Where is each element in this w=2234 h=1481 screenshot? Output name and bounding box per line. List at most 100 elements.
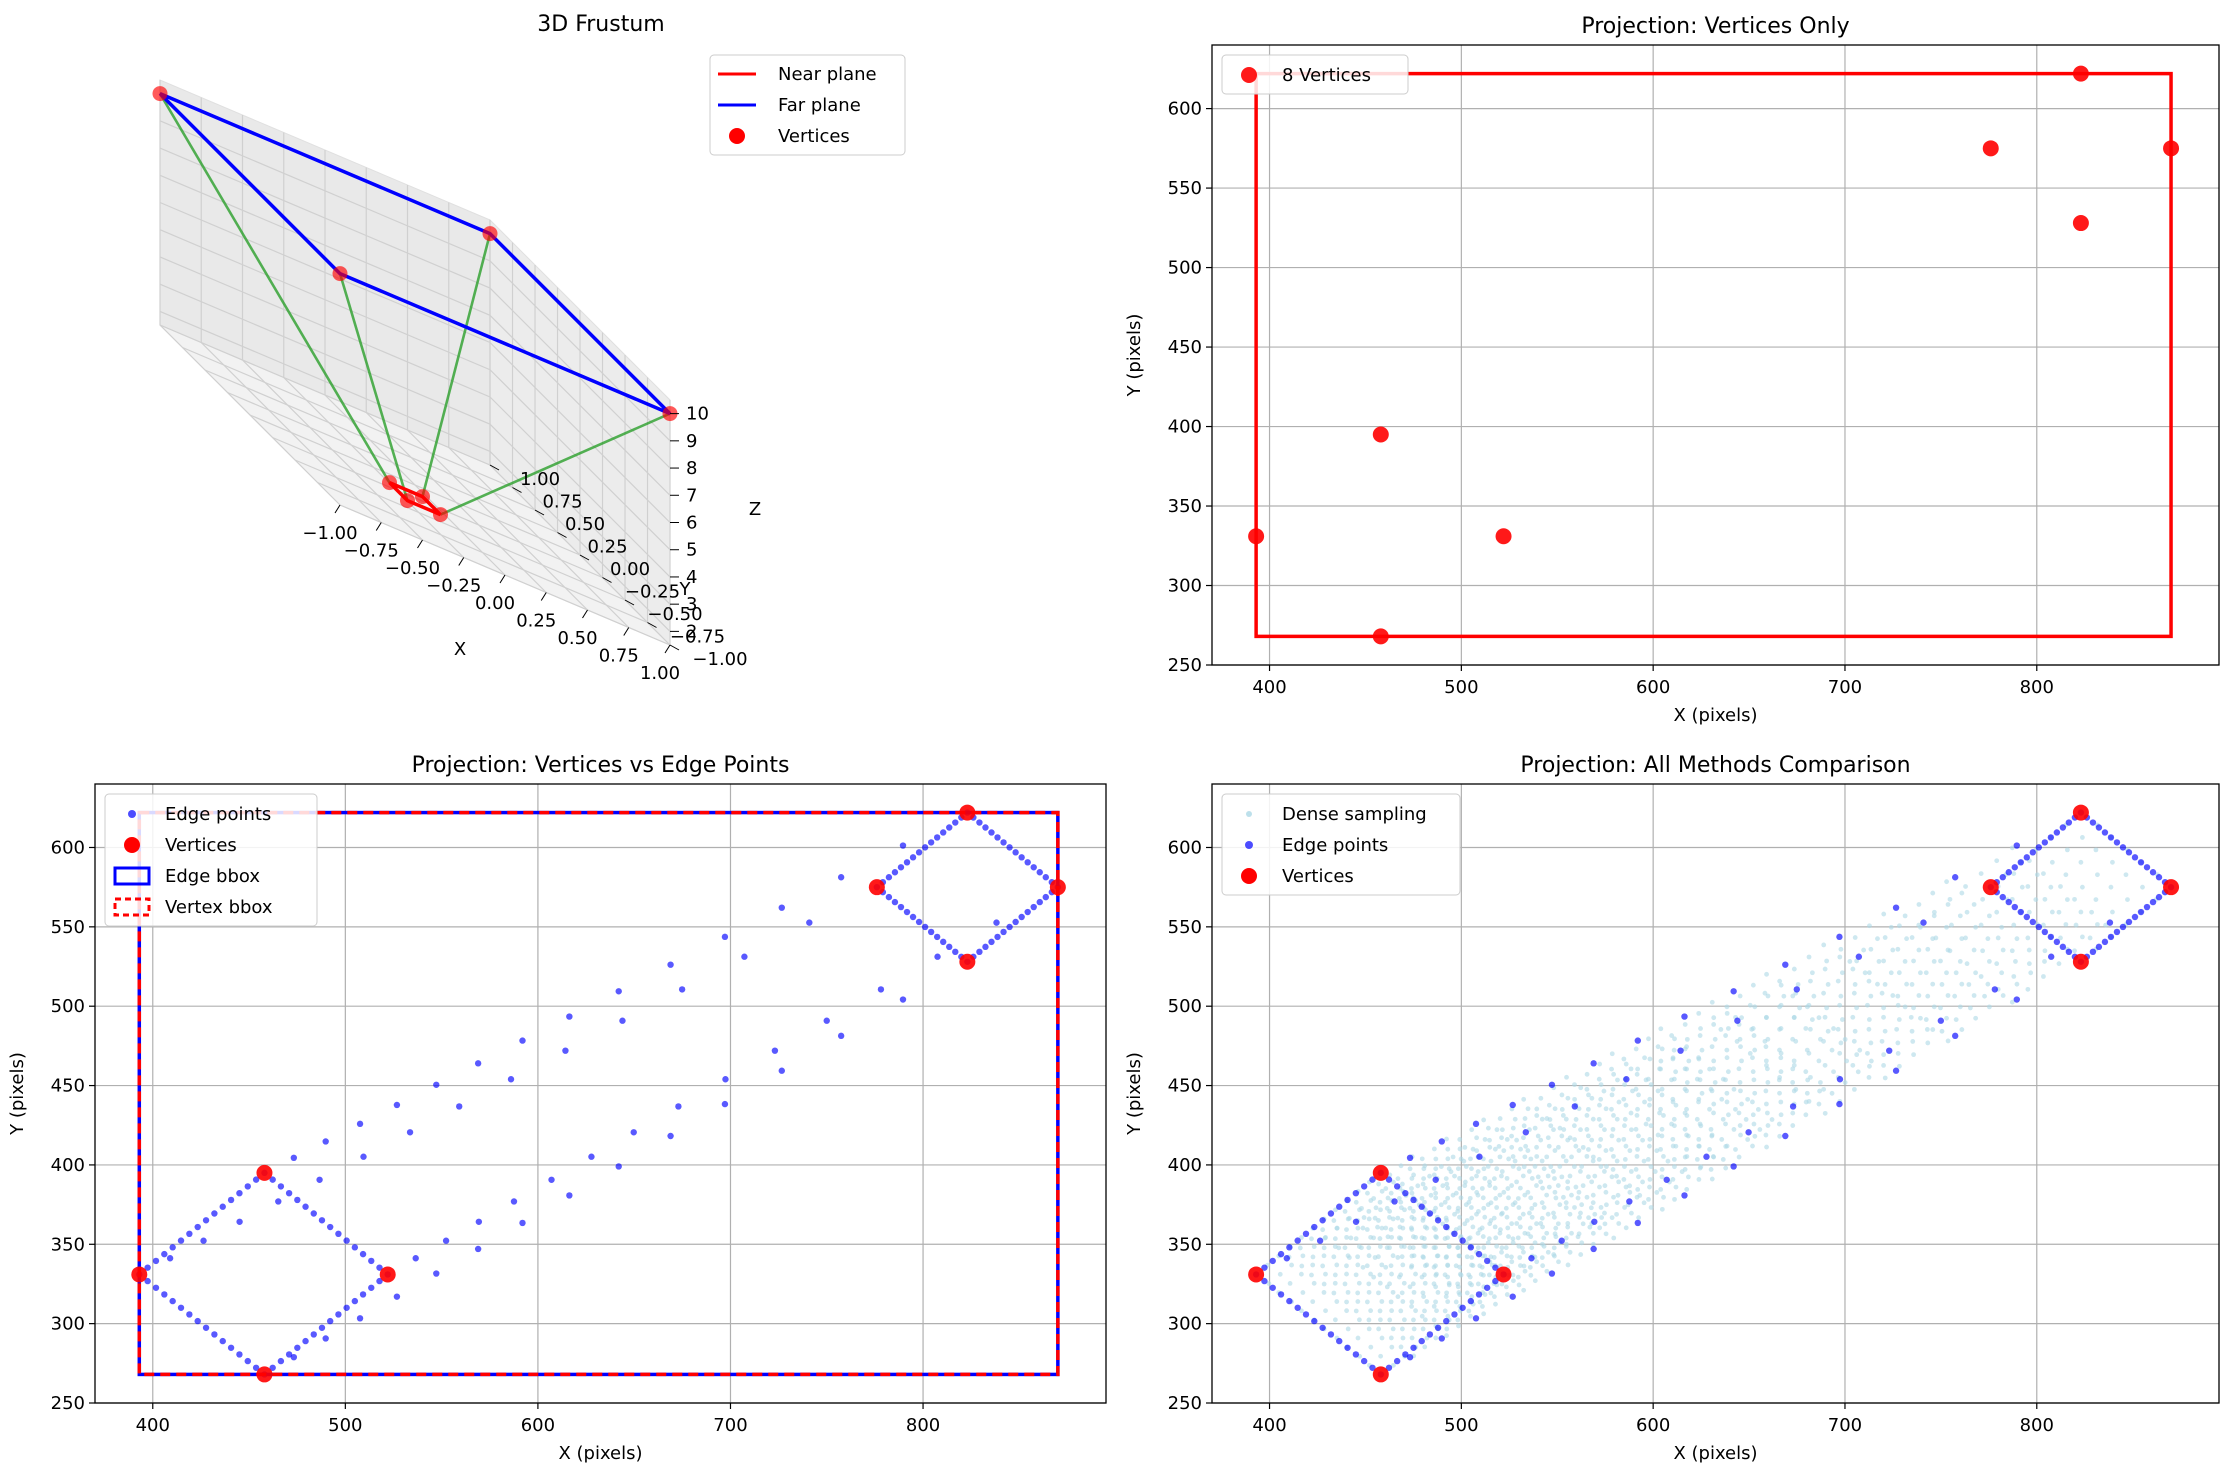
dense-sample-point bbox=[1622, 1082, 1627, 1088]
dense-sample-point bbox=[1569, 1192, 1574, 1198]
edge-point bbox=[1311, 1317, 1318, 1325]
x-tick-label: 0.50 bbox=[557, 628, 597, 649]
edge-point bbox=[630, 1129, 637, 1136]
dense-sample-point bbox=[1289, 1262, 1294, 1268]
dense-sample-point bbox=[1888, 924, 1894, 930]
dense-sample-point bbox=[1545, 1173, 1551, 1179]
dense-sample-point bbox=[1407, 1245, 1413, 1250]
dense-sample-point bbox=[1611, 1235, 1617, 1241]
dense-sample-point bbox=[1895, 946, 1901, 952]
dense-sample-point bbox=[1985, 936, 1991, 942]
edge-point bbox=[2095, 943, 2103, 951]
dense-sample-point bbox=[1504, 1253, 1510, 1259]
dense-sample-point bbox=[1501, 1189, 1507, 1195]
dense-sample-point bbox=[1468, 1313, 1473, 1319]
dense-sample-point bbox=[1491, 1176, 1497, 1182]
x-tick-label: 400 bbox=[1252, 1415, 1286, 1436]
dense-sample-point bbox=[1816, 1101, 1822, 1107]
dense-sample-point bbox=[1580, 1183, 1586, 1189]
dense-sample-point bbox=[1469, 1282, 1474, 1288]
y-tick-label: −0.25 bbox=[625, 582, 680, 603]
dense-sample-point bbox=[1750, 1112, 1756, 1118]
dense-sample-point bbox=[1622, 1116, 1628, 1122]
dense-sample-point bbox=[1399, 1181, 1405, 1187]
dense-sample-point bbox=[1957, 1004, 1963, 1010]
dense-sample-point bbox=[1383, 1225, 1389, 1231]
edge-point bbox=[1006, 923, 1013, 931]
edge-point bbox=[778, 1067, 785, 1074]
dense-sample-point bbox=[1611, 1071, 1617, 1077]
dense-sample-point bbox=[1916, 922, 1922, 928]
dense-sample-point bbox=[1443, 1294, 1449, 1299]
dense-sample-point bbox=[1445, 1313, 1451, 1319]
dense-sample-point bbox=[1621, 1096, 1627, 1102]
dense-sample-point bbox=[1806, 1002, 1812, 1008]
x-tick-mark bbox=[458, 557, 465, 566]
dense-sample-point bbox=[1911, 958, 1916, 964]
dense-sample-point bbox=[1379, 1335, 1385, 1341]
dense-sample-point bbox=[1882, 935, 1888, 940]
dense-sample-point bbox=[1731, 1086, 1737, 1092]
dense-sample-point bbox=[2011, 922, 2017, 928]
edge-point bbox=[885, 874, 893, 881]
edge-point bbox=[1590, 1060, 1597, 1067]
dense-sample-point bbox=[1541, 1166, 1547, 1172]
dense-sample-point bbox=[1434, 1253, 1440, 1259]
dense-sample-point bbox=[1433, 1205, 1438, 1211]
dense-sample-point bbox=[1469, 1294, 1475, 1300]
dense-sample-point bbox=[1487, 1179, 1492, 1185]
legend-label: Dense sampling bbox=[1282, 804, 1427, 825]
dense-sample-point bbox=[1670, 1176, 1676, 1182]
dense-sample-point bbox=[1444, 1333, 1449, 1339]
dense-sample-point bbox=[1477, 1299, 1483, 1305]
edge-point bbox=[285, 1189, 293, 1197]
dense-sample-point bbox=[1517, 1185, 1523, 1191]
dense-sample-point bbox=[1475, 1245, 1481, 1251]
dense-sample-point bbox=[1682, 1110, 1688, 1116]
edge-point bbox=[1634, 1037, 1642, 1044]
edge-point bbox=[2143, 903, 2151, 911]
dense-sample-point bbox=[1931, 909, 1937, 915]
dense-sample-point bbox=[1391, 1362, 1396, 1368]
dense-sample-point bbox=[1709, 1132, 1715, 1138]
edge-point bbox=[202, 1324, 210, 1331]
edge-point bbox=[356, 1120, 364, 1128]
dense-sample-point bbox=[1450, 1154, 1456, 1160]
dense-sample-point bbox=[1420, 1326, 1426, 1332]
dense-sample-point bbox=[1532, 1125, 1538, 1131]
dense-sample-point bbox=[1445, 1185, 1451, 1191]
dense-sample-point bbox=[1587, 1224, 1593, 1230]
vertex-point bbox=[256, 1164, 273, 1181]
dense-sample-point bbox=[1652, 1169, 1658, 1174]
dense-sample-point bbox=[1684, 1080, 1690, 1085]
dense-sample-point bbox=[1816, 1015, 1822, 1021]
edge-point bbox=[1443, 1317, 1450, 1325]
dense-sample-point bbox=[1557, 1164, 1563, 1169]
dense-sample-point bbox=[1409, 1264, 1414, 1270]
dense-sample-point bbox=[1838, 1040, 1844, 1046]
dense-sample-point bbox=[1445, 1263, 1451, 1269]
edge-point bbox=[2065, 948, 2073, 956]
edge-point bbox=[161, 1250, 168, 1258]
dense-sample-point bbox=[1310, 1254, 1316, 1260]
edge-point bbox=[897, 903, 905, 911]
edge-point bbox=[2047, 933, 2055, 941]
edge-point bbox=[474, 1245, 482, 1253]
dense-sample-point bbox=[1589, 1179, 1595, 1185]
dense-sample-point bbox=[1409, 1176, 1415, 1181]
dense-sample-point bbox=[1616, 1179, 1622, 1185]
dense-sample-point bbox=[1806, 1098, 1812, 1104]
edge-point bbox=[2011, 903, 2018, 911]
dense-sample-point bbox=[1375, 1224, 1380, 1230]
edge-point bbox=[915, 849, 923, 856]
grid-line-z bbox=[159, 174, 671, 496]
edge-point bbox=[244, 1183, 251, 1190]
dense-sample-point bbox=[1648, 1205, 1654, 1210]
edge-point bbox=[1277, 1291, 1285, 1298]
dense-sample-point bbox=[1737, 1080, 1743, 1085]
edge-point bbox=[1438, 1138, 1445, 1145]
vertex-point bbox=[1495, 1266, 1512, 1283]
dense-sample-point bbox=[1509, 1221, 1515, 1227]
dense-sample-point bbox=[1481, 1117, 1487, 1123]
y-tick-label: 450 bbox=[1168, 337, 1202, 358]
